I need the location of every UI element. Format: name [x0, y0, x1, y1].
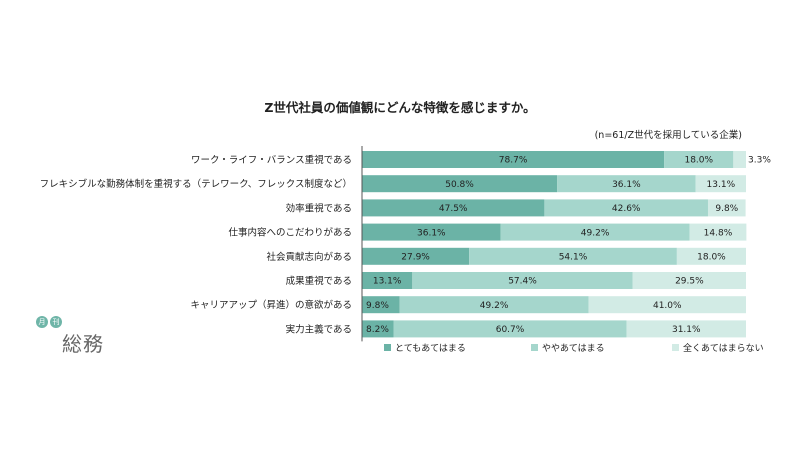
bar-segment-3 — [689, 223, 747, 241]
data-label: 36.1% — [417, 228, 446, 238]
data-label: 60.7% — [496, 325, 525, 335]
bar-segment-1 — [362, 223, 501, 241]
data-label: 13.1% — [707, 180, 736, 190]
bar-segment-3 — [626, 320, 746, 338]
chart-subtitle: (n=61/Z世代を採用している企業) — [594, 130, 742, 141]
legend-entry: 全くあてはまらない — [683, 342, 764, 354]
bar-segment-1 — [362, 247, 470, 265]
legend-swatch — [531, 344, 538, 351]
bar-segment-2 — [412, 272, 633, 289]
data-label: 42.6% — [612, 204, 641, 214]
data-label: 3.3% — [748, 156, 771, 166]
data-label: 14.8% — [704, 228, 733, 238]
bar-segment-1 — [362, 272, 413, 289]
data-label: 49.2% — [581, 228, 610, 238]
logo-text: 総務 — [62, 332, 104, 356]
logo-badge-gekkan-1: 月 — [36, 316, 48, 328]
legend-entry: とてもあてはまる — [395, 343, 466, 354]
data-label: 47.5% — [439, 204, 468, 214]
data-label: 18.0% — [697, 253, 726, 263]
bar-segment-3 — [733, 151, 746, 168]
bar-segment-2 — [469, 247, 677, 265]
data-label: 31.1% — [672, 325, 701, 335]
category-label: ワーク・ライフ・バランス重視である — [191, 154, 352, 166]
category-label: 社会貢献志向がある — [266, 251, 352, 263]
bar-segment-2 — [664, 151, 734, 168]
bar-segment-1 — [362, 296, 400, 314]
data-label: 13.1% — [373, 277, 402, 287]
logo-badge-gekkan-2: 刊 — [50, 316, 62, 328]
bar-segment-2 — [557, 175, 696, 193]
bar-segment-2 — [544, 199, 708, 217]
bar-segment-3 — [676, 247, 746, 265]
data-label: 29.5% — [675, 277, 704, 287]
bar-segment-3 — [588, 296, 746, 314]
data-label: 36.1% — [612, 180, 641, 190]
category-label: キャリアアップ（昇進）の意欲がある — [190, 299, 352, 311]
data-label: 8.2% — [366, 325, 389, 335]
data-label: 54.1% — [559, 253, 588, 263]
category-label: 実力主義である — [286, 323, 352, 335]
bar-segment-3 — [632, 272, 746, 289]
data-label: 50.8% — [445, 180, 474, 190]
category-label: 仕事内容へのこだわりがある — [228, 227, 352, 239]
bar-segment-1 — [362, 151, 665, 168]
bar-segment-1 — [362, 199, 545, 217]
category-label: 効率重視である — [286, 202, 352, 214]
bar-segment-1 — [362, 320, 394, 338]
data-label: 9.8% — [715, 204, 738, 214]
data-label: 9.8% — [366, 301, 389, 311]
data-label: 57.4% — [508, 277, 537, 287]
legend-swatch — [384, 344, 391, 351]
data-label: 78.7% — [499, 156, 528, 166]
bar-segment-3 — [707, 199, 746, 217]
data-label: 49.2% — [480, 301, 509, 311]
publisher-logo: 月 刊 総務 — [36, 316, 116, 356]
bar-segment-2 — [399, 296, 589, 314]
bar-segment-1 — [362, 175, 558, 193]
data-label: 41.0% — [653, 301, 682, 311]
bar-segment-2 — [500, 223, 690, 241]
data-label: 18.0% — [684, 156, 713, 166]
legend-swatch — [672, 344, 679, 351]
legend-entry: ややあてはまる — [542, 343, 605, 354]
category-label: 成果重視である — [286, 275, 352, 287]
bar-segment-2 — [393, 320, 627, 338]
category-label: フレキシブルな勤務体制を重視する（テレワーク、フレックス制度など） — [40, 178, 352, 190]
data-label: 27.9% — [401, 253, 430, 263]
bar-segment-3 — [695, 175, 746, 193]
chart-title: Z世代社員の価値観にどんな特徴を感じますか。 — [264, 100, 536, 115]
